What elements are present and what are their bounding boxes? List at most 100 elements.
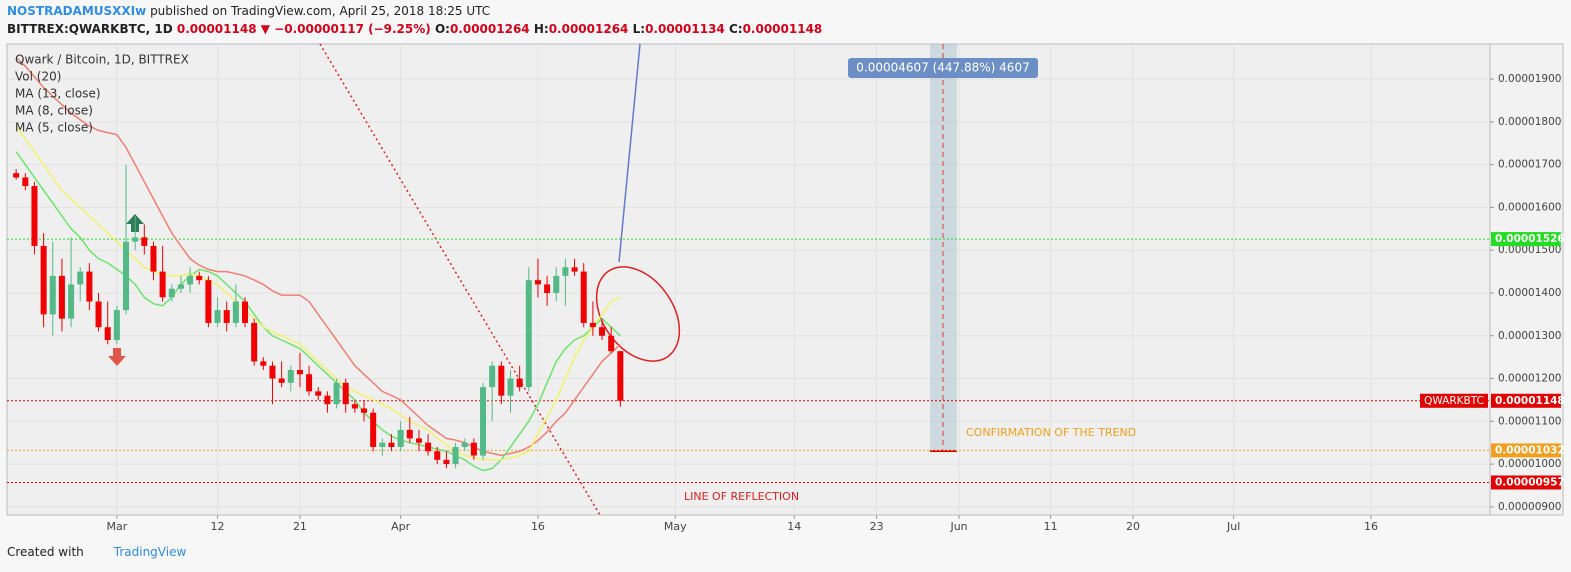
x-tick-label: Mar [106,520,127,533]
candle-body [306,374,313,392]
grid: 0.00000900 0.00001000 0.00001100 0.00001200… [7,44,1561,533]
candle-body [452,446,459,465]
candle-body [104,327,111,341]
trend-line [319,43,601,516]
x-tick-label: Apr [391,520,411,533]
candle-body [516,378,523,388]
quote-line: BITTREX:QWARKBTC, 1D 0.00001148 ▼ −0.000… [7,20,822,38]
x-tick-label: 21 [293,520,307,533]
candle-body [525,280,532,388]
candle-body [113,310,120,341]
price-tag [1491,393,1561,408]
candle-body [13,173,20,178]
candle-body [49,275,56,315]
x-tick-label: 14 [787,520,801,533]
candle-body [132,237,139,242]
candle-body [168,288,175,298]
y-tick-label: 0.00001100 [1498,415,1561,427]
c-label: C: [728,22,743,36]
candle-body [534,280,541,285]
author: NOSTRADAMUSXXIw [7,4,147,18]
candle-body [269,365,276,379]
y-tick-label: 0.00001400 [1498,287,1561,299]
x-tick-label: 12 [211,520,225,533]
candle-body [260,361,267,366]
y-tick-label: 0.00001800 [1498,116,1561,128]
candle-body [58,275,65,319]
chart: 0.00000900 0.00001000 0.00001100 0.00001200… [6,43,1565,533]
candle-body [68,284,75,319]
candle-body [342,382,349,405]
candle-body [315,391,322,396]
candle-body [434,451,441,460]
candle-body [351,404,358,409]
candle-body [296,369,303,375]
y-tick-label: 0.00001900 [1498,73,1561,85]
y-tick-label: 0.00001200 [1498,373,1561,385]
candle-body [95,301,102,328]
candle-body [361,408,368,413]
candle-body [187,275,194,285]
legend-item: MA (5, close) [15,121,93,135]
y-tick-label: 0.00001700 [1498,159,1561,171]
marks: 0.00001526 0.00001148 QWARKBTC 0.00001032 0.… [7,57,1565,490]
projection-line [618,43,641,263]
candle-body [599,327,606,336]
candle-body [379,442,386,447]
candle-body [370,412,377,447]
published: published on TradingView.com, April 25, … [150,4,491,18]
candle-body [40,245,47,315]
candle-body [251,322,258,362]
candle-body [31,186,38,246]
y-tick-label: 0.00001600 [1498,201,1561,213]
legend-title: Qwark / Bitcoin, 1D, BITTREX [15,53,189,67]
y-tick-label: 0.00001500 [1498,244,1561,256]
price-tag-label: 0.00001032 [1495,444,1565,456]
brand: TradingView [113,545,187,559]
candle-body [589,322,596,328]
c-value: 0.00001148 [742,22,823,36]
x-tick-label: Jun [949,520,967,533]
ma-line [15,57,621,457]
candle-body [388,442,395,447]
last: 0.00001148 [176,22,257,36]
candle-body [242,301,249,323]
candle-body [287,369,294,383]
l-value: 0.00001134 [645,22,725,36]
candle-body [223,310,230,323]
candle-body [562,267,569,276]
ma-line [15,125,621,461]
candle-body [415,438,422,443]
candle-body [608,335,615,352]
h-value: 0.00001264 [548,22,629,36]
candle-body [443,459,450,465]
footer: Created with TradingView [7,545,186,559]
candle-body [480,387,487,456]
h-label: H: [533,22,549,36]
o-label: O: [434,22,450,36]
annotation: LINE OF REFLECTION [684,490,799,503]
arrow: ▼ [260,22,270,36]
candle-body [77,271,84,285]
candle-body [617,351,624,401]
x-tick-label: 11 [1044,520,1058,533]
price-axis [1489,43,1564,516]
x-tick-label: 20 [1126,520,1140,533]
candle-body [498,365,505,396]
candle-body [232,301,239,323]
candle-body [205,280,212,323]
candle-body [177,284,184,289]
candle-body [123,241,130,311]
symbol-tag-label: QWARKBTC [1424,395,1484,407]
x-tick-label: May [664,520,687,533]
candle-body [425,442,432,452]
l-label: L: [632,22,646,36]
annotation: CONFIRMATION OF THE TREND [966,426,1136,439]
ma-line [15,151,621,472]
candle-body [324,395,331,405]
y-tick-label: 0.00000900 [1498,501,1561,513]
candle-body [470,442,477,456]
price-tag [1491,475,1561,490]
legend-item: MA (8, close) [15,104,93,118]
